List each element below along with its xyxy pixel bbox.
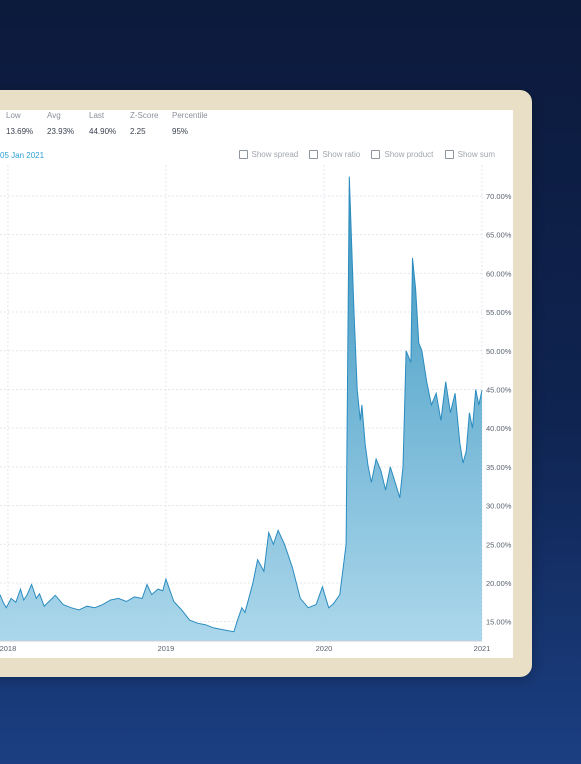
stat-zscore-value: 2.25 — [130, 127, 146, 136]
show-sum-label: Show sum — [457, 150, 495, 159]
x-tick-label: 2021 — [474, 644, 491, 653]
area-chart: 15.00% 20.00% 25.00% 30.00% 35.00% 40.00% 45.0… — [0, 165, 512, 653]
show-sum-checkbox[interactable] — [444, 150, 454, 159]
show-sum-toggle[interactable]: Show sum — [444, 150, 495, 159]
y-tick-label: 40.00% — [486, 424, 512, 433]
y-tick-label: 45.00% — [486, 385, 512, 394]
x-tick-label: 2020 — [316, 644, 333, 653]
y-tick-label: 20.00% — [486, 579, 512, 588]
stat-percentile: Percentile 95% — [172, 111, 208, 136]
stats-bar: Low 13.69% Avg 23.93% Last 44.90% Z-Scor… — [0, 110, 513, 150]
show-ratio-label: Show ratio — [322, 150, 361, 159]
stat-last: Last 44.90% — [89, 111, 116, 136]
series-line — [0, 176, 483, 633]
toggle-options: Show spread Show ratio Show product Show… — [230, 150, 495, 161]
y-tick-label: 30.00% — [486, 502, 512, 511]
stat-last-value: 44.90% — [89, 127, 117, 136]
area-fill — [0, 176, 482, 641]
y-tick-label: 60.00% — [486, 269, 512, 278]
y-tick-label: 50.00% — [486, 347, 512, 356]
show-product-label: Show product — [384, 150, 434, 159]
stat-avg: Avg 23.93% — [47, 111, 74, 136]
chart-axes: 15.00% 20.00% 25.00% 30.00% 35.00% 40.00% 45.0… — [0, 192, 512, 653]
show-product-toggle[interactable]: Show product — [371, 150, 433, 159]
show-spread-checkbox[interactable] — [238, 150, 248, 159]
date-label: 05 Jan 2021 — [0, 151, 45, 160]
y-tick-label: 35.00% — [486, 463, 512, 472]
x-tick-label: 2018 — [0, 644, 16, 653]
show-ratio-toggle[interactable]: Show ratio — [309, 150, 360, 159]
show-spread-toggle[interactable]: Show spread — [238, 150, 299, 159]
stat-zscore: Z-Score 2.25 — [130, 111, 158, 136]
show-product-checkbox[interactable] — [371, 150, 381, 159]
show-spread-label: Show spread — [251, 150, 299, 159]
stat-low-label: Low — [6, 111, 21, 120]
chart-card: Low 13.69% Avg 23.93% Last 44.90% Z-Scor… — [0, 110, 513, 658]
y-tick-label: 65.00% — [486, 231, 512, 240]
stat-percentile-value: 95% — [172, 127, 189, 136]
stat-avg-label: Avg — [47, 111, 61, 120]
stat-percentile-label: Percentile — [172, 111, 208, 120]
y-tick-label: 70.00% — [486, 192, 512, 201]
y-tick-label: 25.00% — [486, 540, 512, 549]
x-tick-label: 2019 — [158, 644, 175, 653]
show-ratio-checkbox[interactable] — [309, 150, 319, 159]
stat-zscore-label: Z-Score — [130, 111, 159, 120]
stat-low-value: 13.69% — [6, 127, 34, 136]
y-tick-label: 15.00% — [486, 618, 512, 627]
stat-avg-value: 23.93% — [47, 127, 75, 136]
stat-last-label: Last — [89, 111, 105, 120]
y-tick-label: 55.00% — [486, 308, 512, 317]
stat-low: Low 13.69% — [6, 111, 33, 136]
